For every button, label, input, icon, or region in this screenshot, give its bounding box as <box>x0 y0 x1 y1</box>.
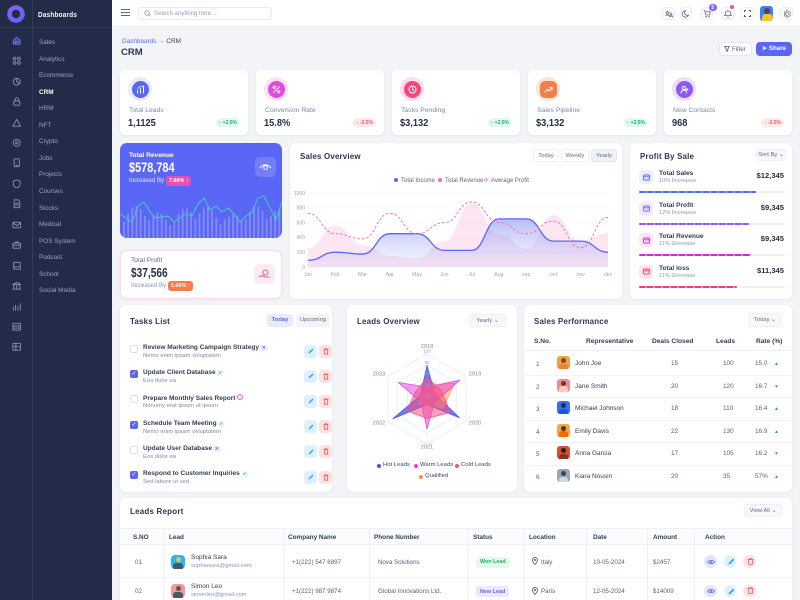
svg-text:2023: 2023 <box>373 372 385 378</box>
svg-text:May: May <box>412 272 422 278</box>
svg-text:90: 90 <box>424 360 430 366</box>
svg-text:400: 400 <box>297 235 306 241</box>
svg-text:2019: 2019 <box>469 372 481 378</box>
svg-text:120: 120 <box>423 349 431 355</box>
svg-text:Apr: Apr <box>386 272 394 278</box>
svg-text:Total Revenue: Total Revenue <box>445 178 484 184</box>
svg-text:2021: 2021 <box>421 445 433 451</box>
svg-text:Feb: Feb <box>331 272 340 278</box>
svg-text:Jan: Jan <box>304 272 312 278</box>
svg-text:Aug: Aug <box>494 272 503 278</box>
svg-text:30: 30 <box>424 382 430 388</box>
svg-text:Mar: Mar <box>358 272 367 278</box>
svg-text:60: 60 <box>424 371 430 377</box>
svg-text:0: 0 <box>302 265 305 271</box>
svg-text:2020: 2020 <box>469 421 481 427</box>
svg-text:0: 0 <box>426 394 429 400</box>
svg-text:2018: 2018 <box>421 344 433 350</box>
svg-text:dec: dec <box>604 272 613 278</box>
svg-text:1000: 1000 <box>294 191 305 197</box>
svg-text:2022: 2022 <box>373 421 385 427</box>
svg-text:sep: sep <box>522 272 530 278</box>
svg-text:800: 800 <box>297 206 306 212</box>
svg-text:Jul: Jul <box>468 272 475 278</box>
svg-text:Jun: Jun <box>440 272 448 278</box>
svg-text:nov: nov <box>577 272 586 278</box>
svg-text:Average Profit: Average Profit <box>491 178 529 184</box>
svg-text:600: 600 <box>297 220 306 226</box>
svg-text:200: 200 <box>297 250 306 256</box>
svg-text:oct: oct <box>550 272 557 278</box>
svg-text:Total Income: Total Income <box>401 178 436 184</box>
